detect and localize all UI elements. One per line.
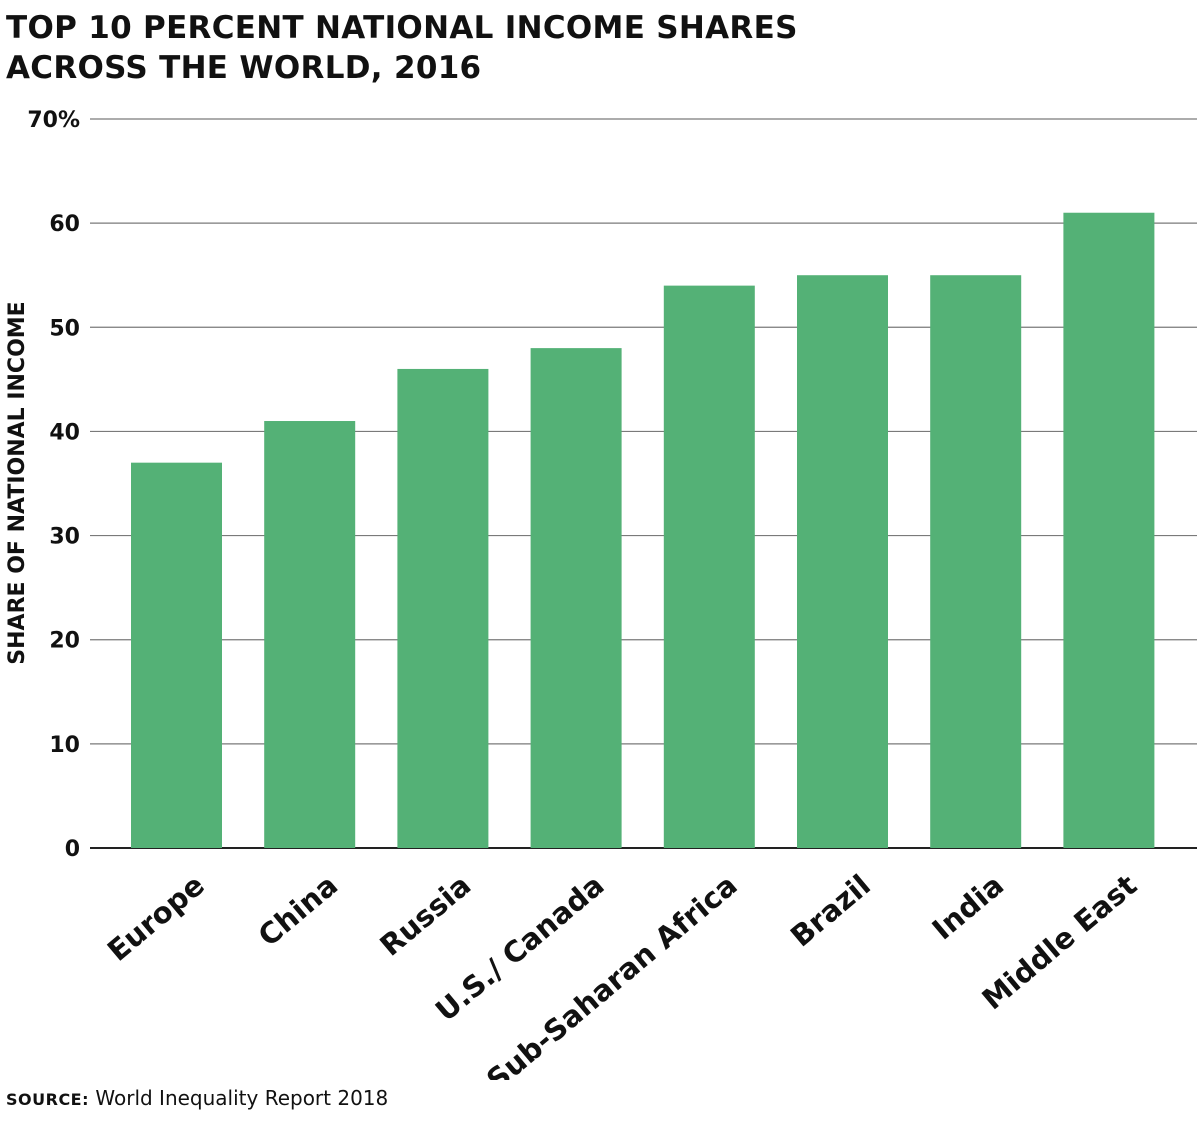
source-text: World Inequality Report 2018 — [95, 1086, 389, 1110]
x-category-label: China — [252, 868, 344, 953]
y-axis-ticks: 0 10 20 30 40 50 60 70% — [27, 108, 80, 862]
y-tick-label: 60 — [49, 212, 80, 237]
source-label: SOURCE: — [6, 1090, 90, 1109]
y-tick-label: 70% — [27, 108, 80, 133]
x-category-label: Europe — [101, 868, 211, 968]
y-tick-label: 10 — [49, 733, 80, 758]
bar-sub-saharan-africa — [663, 285, 755, 849]
y-tick-label: 30 — [49, 525, 80, 550]
y-axis-title: SHARE OF NATIONAL INCOME — [5, 301, 30, 664]
y-tick-label: 20 — [49, 629, 80, 654]
y-tick-label: 40 — [49, 420, 80, 445]
x-category-label: India — [926, 868, 1010, 947]
bar-europe — [131, 462, 222, 848]
chart-title-line-2: ACROSS THE WORLD, 2016 — [6, 50, 482, 86]
bar-china — [264, 421, 356, 848]
bar-brazil — [797, 275, 888, 848]
bar-russia — [397, 368, 489, 848]
bar-u-s-canada — [530, 348, 622, 848]
chart-title: TOP 10 PERCENT NATIONAL INCOME SHARES AC… — [6, 8, 798, 88]
source-note: SOURCE: World Inequality Report 2018 — [6, 1086, 388, 1110]
gridlines — [90, 118, 1197, 849]
bar-india — [930, 275, 1022, 848]
y-tick-label: 0 — [65, 837, 80, 862]
y-tick-label: 50 — [49, 316, 80, 341]
x-category-label: Brazil — [784, 868, 877, 954]
bar-middle-east — [1063, 212, 1155, 848]
x-category-label: Russia — [373, 868, 477, 963]
bars — [131, 212, 1155, 849]
x-category-label: Sub-Saharan Africa — [480, 868, 744, 1080]
chart-title-line-1: TOP 10 PERCENT NATIONAL INCOME SHARES — [6, 10, 798, 46]
